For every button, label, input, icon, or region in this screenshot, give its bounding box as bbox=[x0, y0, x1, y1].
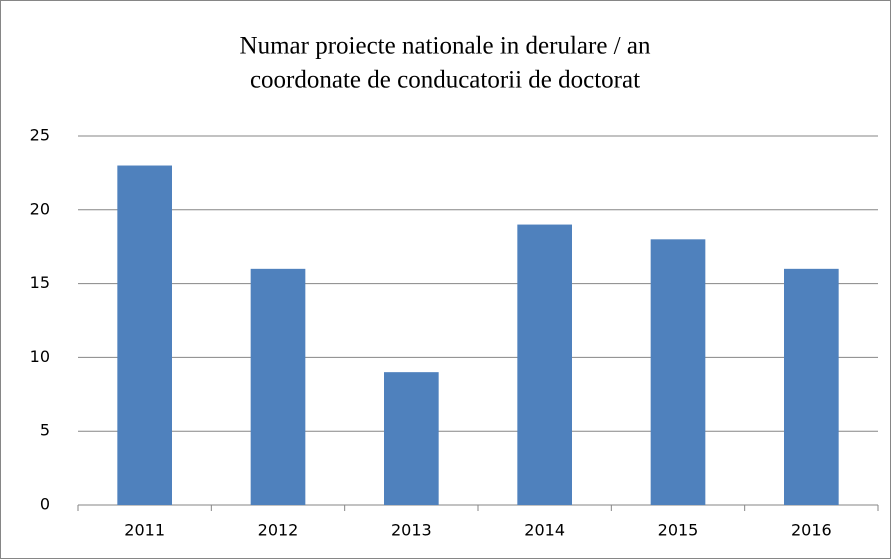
bar bbox=[384, 372, 439, 505]
x-tick-label: 2016 bbox=[791, 521, 832, 540]
bar bbox=[250, 268, 306, 505]
chart-title: coordonate de conducatorii de doctorat bbox=[250, 67, 640, 94]
x-tick-label: 2015 bbox=[658, 521, 699, 540]
y-tick-label: 5 bbox=[40, 421, 50, 440]
y-tick-label: 10 bbox=[30, 347, 50, 366]
x-tick-label: 2013 bbox=[391, 521, 432, 540]
bar bbox=[650, 239, 706, 505]
bar bbox=[517, 224, 572, 505]
y-tick-label: 0 bbox=[40, 495, 50, 514]
bar bbox=[784, 268, 839, 505]
y-tick-label: 15 bbox=[30, 273, 50, 292]
y-tick-label: 25 bbox=[30, 126, 50, 145]
x-tick-label: 2012 bbox=[258, 521, 299, 540]
x-tick-label: 2011 bbox=[124, 521, 165, 540]
chart-title: Numar proiecte nationale in derulare / a… bbox=[240, 33, 651, 60]
bar bbox=[117, 165, 172, 505]
y-tick-label: 20 bbox=[30, 199, 50, 218]
x-tick-label: 2014 bbox=[524, 521, 565, 540]
